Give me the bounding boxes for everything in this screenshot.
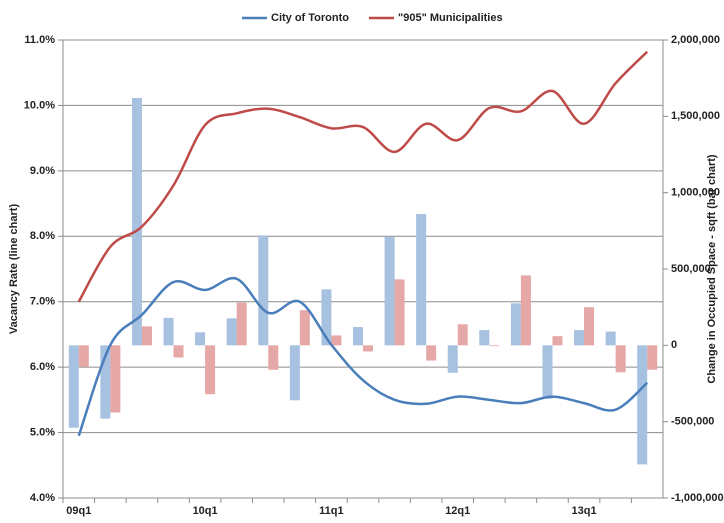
x-tick-label: 13q1 xyxy=(572,505,597,517)
legend-label: "905" Municipalities xyxy=(398,12,503,24)
y-tick-label: 4.0% xyxy=(30,492,55,504)
bar xyxy=(258,235,269,346)
x-tick-label: 10q1 xyxy=(193,505,218,517)
bar xyxy=(331,335,342,346)
y2-tick-label: -1,000,000 xyxy=(671,492,724,504)
y-tick-label: 9.0% xyxy=(30,165,55,177)
bar xyxy=(268,345,279,370)
y2-tick-label: 2,000,000 xyxy=(671,34,720,46)
y-tick-label: 7.0% xyxy=(30,296,55,308)
bar xyxy=(542,345,553,399)
bar xyxy=(321,289,332,346)
y-tick-label: 6.0% xyxy=(30,361,55,373)
bar xyxy=(299,310,310,346)
bar xyxy=(479,330,490,346)
bar xyxy=(205,345,216,395)
legend-label: City of Toronto xyxy=(271,12,349,24)
x-tick-label: 09q1 xyxy=(66,505,91,517)
bar xyxy=(637,345,648,465)
bar xyxy=(195,332,206,346)
bar xyxy=(605,331,616,346)
x-tick-label: 11q1 xyxy=(319,505,343,517)
bar xyxy=(394,279,405,346)
bar xyxy=(236,302,247,346)
bar xyxy=(510,303,521,346)
bar xyxy=(447,345,458,373)
y-tick-label: 8.0% xyxy=(30,230,55,242)
bar xyxy=(384,236,395,346)
bar xyxy=(416,214,427,346)
y-tick-label: 11.0% xyxy=(24,34,55,46)
bar xyxy=(353,327,363,346)
line xyxy=(77,50,649,303)
bar xyxy=(552,336,563,346)
bar xyxy=(100,345,111,419)
bar xyxy=(647,345,658,370)
bar xyxy=(457,324,468,346)
y2-tick-label: 0 xyxy=(671,339,677,351)
y2-tick-label: 1,500,000 xyxy=(671,110,720,122)
bar xyxy=(68,345,79,428)
y2-tick-label: 1,000,000 xyxy=(671,187,720,199)
bar xyxy=(615,345,626,373)
bar xyxy=(289,345,300,401)
bar xyxy=(574,330,585,346)
bar xyxy=(426,345,437,361)
y-tick-label: 5.0% xyxy=(30,426,55,438)
bar xyxy=(131,98,142,346)
y2-tick-label: -500,000 xyxy=(671,416,714,428)
bar xyxy=(489,345,500,347)
bar xyxy=(173,345,184,358)
y-tick-label: 10.0% xyxy=(24,99,55,111)
bar xyxy=(226,318,237,346)
x-tick-label: 12q1 xyxy=(445,505,470,517)
bar xyxy=(584,307,595,346)
y2-axis-title: Change in Occupied Space - sqft (bar cha… xyxy=(706,154,718,384)
y-axis-title: Vacancy Rate (line chart) xyxy=(8,204,20,335)
line xyxy=(77,276,649,437)
bar xyxy=(78,345,89,367)
bar xyxy=(163,317,174,346)
y2-tick-label: 500,000 xyxy=(671,263,711,275)
bar xyxy=(520,275,531,346)
bar xyxy=(141,326,152,346)
bar xyxy=(363,345,373,352)
bar xyxy=(110,345,121,413)
